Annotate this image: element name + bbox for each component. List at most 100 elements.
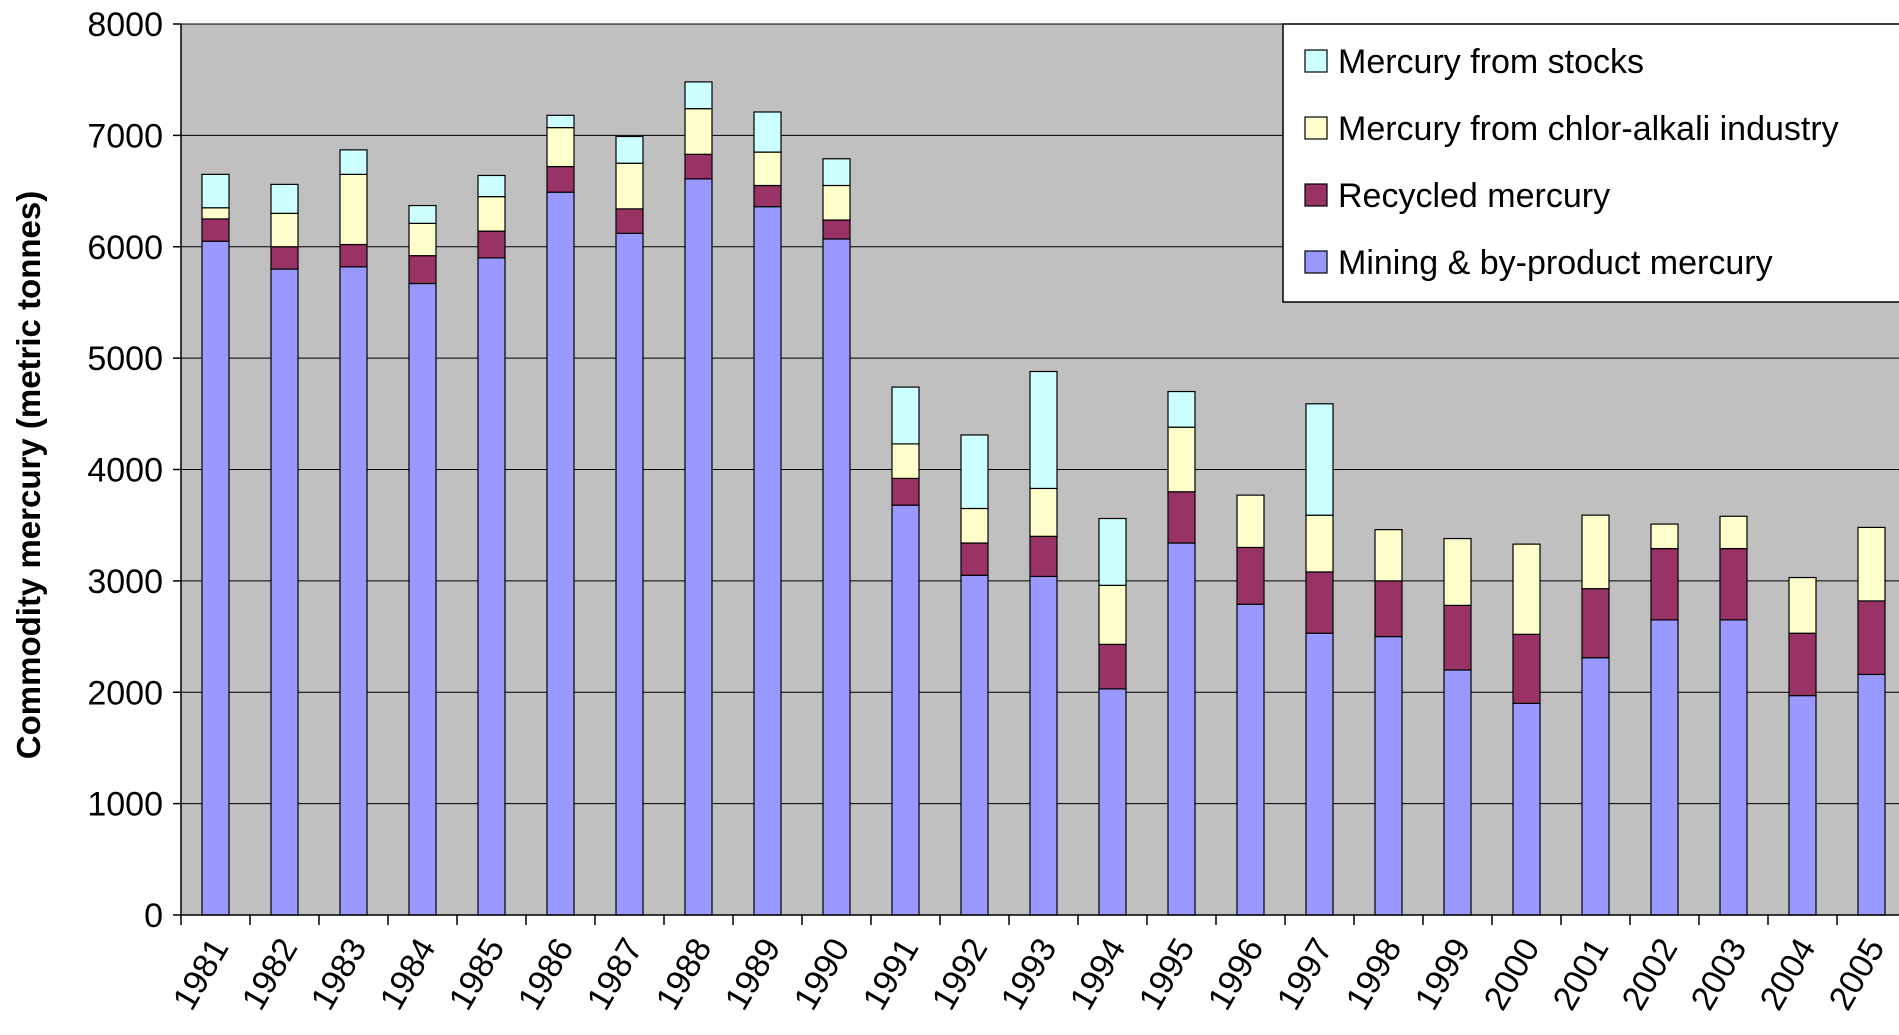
bar-segment xyxy=(961,575,988,915)
bar-segment xyxy=(1237,547,1264,604)
bar-segment xyxy=(1651,549,1678,620)
bar-segment xyxy=(1030,371,1057,488)
bar-segment xyxy=(271,213,298,246)
bar-group-2000 xyxy=(1513,544,1540,915)
bar-group-1990 xyxy=(823,159,850,915)
bar-segment xyxy=(1375,530,1402,581)
bar-segment xyxy=(616,136,643,163)
bar-segment xyxy=(754,185,781,206)
bar-segment xyxy=(547,167,574,193)
bar-segment xyxy=(547,128,574,167)
bar-segment xyxy=(685,179,712,915)
bar-segment xyxy=(271,184,298,213)
bar-segment xyxy=(478,231,505,258)
x-tick-label: 1988 xyxy=(649,932,720,1017)
bar-segment xyxy=(1582,515,1609,589)
bar-segment xyxy=(1099,519,1126,586)
bar-segment xyxy=(1513,544,1540,634)
bar-group-1991 xyxy=(892,387,919,915)
bar-group-1994 xyxy=(1099,519,1126,915)
bar-segment xyxy=(1582,589,1609,658)
legend-label: Mercury from stocks xyxy=(1338,43,1644,81)
bar-segment xyxy=(1858,601,1885,675)
bar-segment xyxy=(1444,539,1471,606)
bar-segment xyxy=(1168,492,1195,543)
bar-segment xyxy=(1789,633,1816,695)
x-tick-label: 1985 xyxy=(442,932,513,1017)
bar-segment xyxy=(1789,696,1816,915)
bar-segment xyxy=(1582,658,1609,915)
bar-segment xyxy=(478,197,505,232)
bar-segment xyxy=(1651,620,1678,915)
x-tick-label: 1989 xyxy=(718,932,789,1017)
bar-group-1984 xyxy=(409,206,436,915)
bar-segment xyxy=(823,220,850,239)
legend-swatch xyxy=(1305,50,1327,72)
bar-segment xyxy=(1444,605,1471,670)
bar-segment xyxy=(754,112,781,152)
bar-segment xyxy=(478,175,505,196)
bar-segment xyxy=(340,150,367,175)
bar-segment xyxy=(892,444,919,479)
bar-segment xyxy=(202,174,229,207)
bar-group-1987 xyxy=(616,136,643,915)
bar-segment xyxy=(1030,488,1057,536)
bar-segment xyxy=(1168,392,1195,428)
bar-segment xyxy=(754,207,781,915)
bar-segment xyxy=(961,435,988,509)
bar-group-2004 xyxy=(1789,578,1816,915)
bar-segment xyxy=(961,508,988,543)
bar-segment xyxy=(1030,536,1057,576)
legend-swatch xyxy=(1305,184,1327,206)
bar-segment xyxy=(892,505,919,915)
bar-segment xyxy=(685,109,712,155)
x-tick-label: 2003 xyxy=(1684,932,1755,1017)
x-tick-labels: 1981198219831984198519861987198819891990… xyxy=(166,932,1893,1017)
bar-segment xyxy=(409,223,436,255)
y-tick-label: 7000 xyxy=(87,117,163,155)
x-tick-label: 1984 xyxy=(373,932,444,1017)
bar-group-1986 xyxy=(547,115,574,915)
y-tick-label: 8000 xyxy=(87,6,163,44)
y-tick-label: 2000 xyxy=(87,674,163,712)
bar-segment xyxy=(823,185,850,220)
bar-segment xyxy=(340,245,367,267)
bar-segment xyxy=(1168,427,1195,492)
bar-segment xyxy=(1306,404,1333,515)
x-tick-label: 1998 xyxy=(1339,932,1410,1017)
legend-swatch xyxy=(1305,251,1327,273)
bar-segment xyxy=(1168,543,1195,915)
bar-group-1999 xyxy=(1444,539,1471,915)
bar-group-1982 xyxy=(271,184,298,915)
y-tick-label: 3000 xyxy=(87,563,163,601)
bar-group-1996 xyxy=(1237,495,1264,915)
x-tick-label: 1993 xyxy=(994,932,1065,1017)
legend-label: Recycled mercury xyxy=(1338,177,1610,215)
bar-group-2002 xyxy=(1651,524,1678,915)
bar-segment xyxy=(892,478,919,505)
bar-group-1981 xyxy=(202,174,229,915)
bar-segment xyxy=(616,233,643,915)
bar-segment xyxy=(616,209,643,234)
bar-segment xyxy=(685,82,712,109)
bar-segment xyxy=(340,174,367,244)
bar-segment xyxy=(1720,549,1747,620)
bar-group-1995 xyxy=(1168,392,1195,915)
bar-segment xyxy=(409,256,436,284)
bar-segment xyxy=(1099,689,1126,915)
bar-group-1993 xyxy=(1030,371,1057,915)
y-tick-label: 6000 xyxy=(87,229,163,267)
bar-segment xyxy=(1513,703,1540,915)
bar-segment xyxy=(1099,644,1126,689)
bar-segment xyxy=(547,192,574,915)
x-tick-label: 1991 xyxy=(856,932,927,1017)
bar-segment xyxy=(1858,674,1885,915)
x-tick-label: 1990 xyxy=(787,932,858,1017)
bar-segment xyxy=(892,387,919,444)
legend-label: Mining & by-product mercury xyxy=(1338,244,1773,282)
bar-segment xyxy=(1237,495,1264,547)
bar-group-1992 xyxy=(961,435,988,915)
bar-segment xyxy=(1306,633,1333,915)
x-tick-label: 1999 xyxy=(1408,932,1479,1017)
